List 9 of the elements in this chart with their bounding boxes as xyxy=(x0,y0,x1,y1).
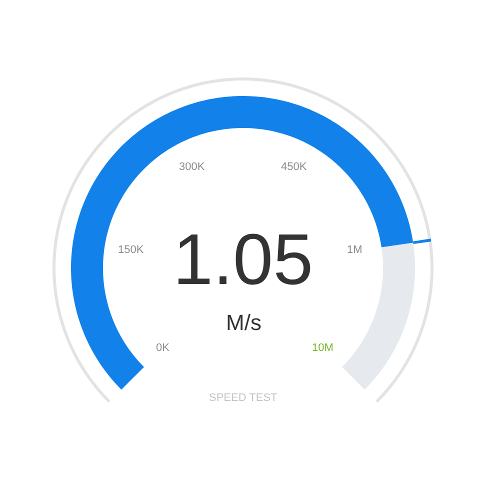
text: 150K xyxy=(118,244,144,256)
text: 1.05 xyxy=(173,220,314,300)
text: M/s xyxy=(226,310,262,335)
text: 300K xyxy=(179,161,206,173)
text: 450K xyxy=(281,161,308,173)
text: SPEED TEST xyxy=(209,392,278,404)
text: 10M xyxy=(312,342,334,354)
text: 0K xyxy=(156,342,170,354)
text: 1M xyxy=(347,244,362,256)
